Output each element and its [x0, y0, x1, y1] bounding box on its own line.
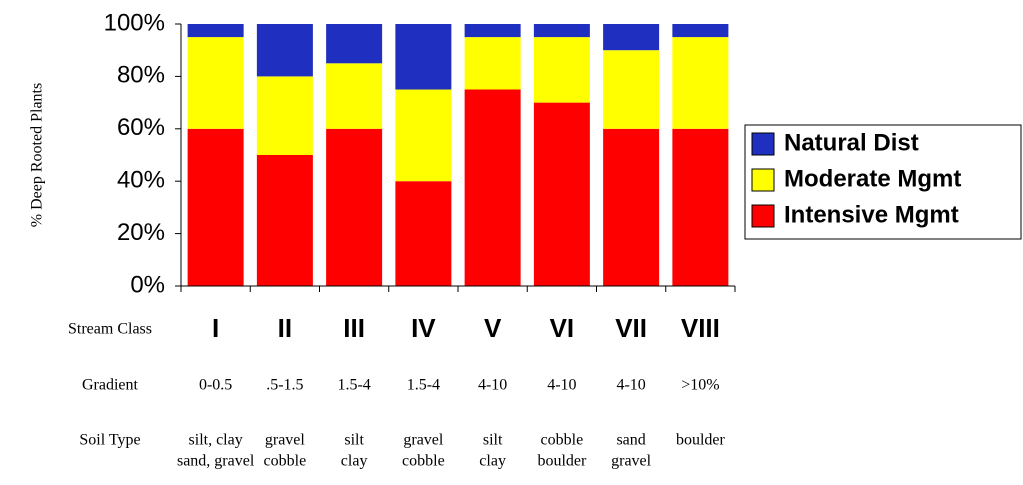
legend-label: Intensive Mgmt — [784, 201, 959, 228]
row-value: clay — [341, 453, 368, 470]
row-value: boulder — [537, 453, 587, 470]
legend-swatch — [751, 168, 775, 192]
legend-label: Moderate Mgmt — [784, 165, 961, 192]
row-value: .5-1.5 — [266, 377, 303, 394]
bar-segment — [603, 128, 660, 286]
row-value: 4-10 — [478, 377, 507, 394]
legend-swatch — [751, 132, 775, 156]
y-axis-label: % Deep Rooted Plants — [29, 83, 46, 227]
x-tick-label: III — [343, 313, 365, 343]
row-value: clay — [479, 453, 506, 470]
y-tick-label: 60% — [117, 114, 165, 141]
legend-label: Natural Dist — [784, 129, 919, 156]
bar-segment — [395, 89, 452, 182]
row-value: 1.5-4 — [337, 377, 370, 394]
x-tick-label: I — [212, 313, 219, 343]
row-value: 4-10 — [616, 377, 645, 394]
bar-segment — [395, 181, 452, 286]
y-tick-label: 100% — [104, 9, 165, 36]
row-value: >10% — [681, 377, 719, 394]
x-tick-label: II — [278, 313, 292, 343]
legend-box — [744, 124, 1022, 240]
row-value: cobble — [402, 453, 445, 470]
bar-segment — [326, 63, 383, 129]
row-value: sand, gravel — [177, 453, 255, 470]
bar-segment — [603, 24, 660, 51]
row-value: silt, clay — [189, 432, 243, 449]
row-value: cobble — [541, 432, 584, 449]
x-tick-label: IV — [411, 313, 436, 343]
row-label: Gradient — [82, 377, 139, 394]
bar-segment — [187, 24, 244, 38]
bar-segment — [464, 24, 521, 38]
row-value: 4-10 — [547, 377, 576, 394]
bar-segment — [672, 37, 729, 129]
bar-segment — [464, 37, 521, 90]
row-value: boulder — [676, 432, 726, 449]
bar-segment — [533, 37, 590, 103]
x-tick-label: VI — [550, 313, 575, 343]
bar-segment — [326, 128, 383, 286]
bar-segment — [256, 24, 313, 77]
row-value: sand — [616, 432, 645, 449]
legend-swatch — [751, 204, 775, 228]
bar-segment — [395, 24, 452, 90]
bar-segment — [187, 37, 244, 129]
x-tick-label: V — [484, 313, 502, 343]
row-value: silt — [483, 432, 503, 449]
bar-segment — [187, 128, 244, 286]
bar-segment — [533, 102, 590, 286]
x-tick-label: VII — [615, 313, 647, 343]
bar-segment — [533, 24, 590, 38]
row-value: gravel — [403, 432, 444, 449]
row-value: 1.5-4 — [407, 377, 440, 394]
bar-segment — [672, 24, 729, 38]
row-label: Soil Type — [79, 432, 140, 449]
bar-segment — [464, 89, 521, 286]
y-tick-label: 40% — [117, 167, 165, 194]
y-tick-label: 0% — [130, 271, 165, 298]
y-tick-label: 20% — [117, 219, 165, 246]
bar-segment — [256, 76, 313, 155]
row-value: silt — [344, 432, 364, 449]
row-value: gravel — [265, 432, 306, 449]
bar-segment — [256, 155, 313, 286]
row-value: gravel — [611, 453, 652, 470]
row-value: 0-0.5 — [199, 377, 232, 394]
bar-segment — [672, 128, 729, 286]
bar-segment — [326, 24, 383, 64]
bar-segment — [603, 50, 660, 129]
y-tick-label: 80% — [117, 62, 165, 89]
x-tick-label: VIII — [681, 313, 720, 343]
row-value: cobble — [264, 453, 307, 470]
row-label: Stream Class — [68, 321, 152, 338]
